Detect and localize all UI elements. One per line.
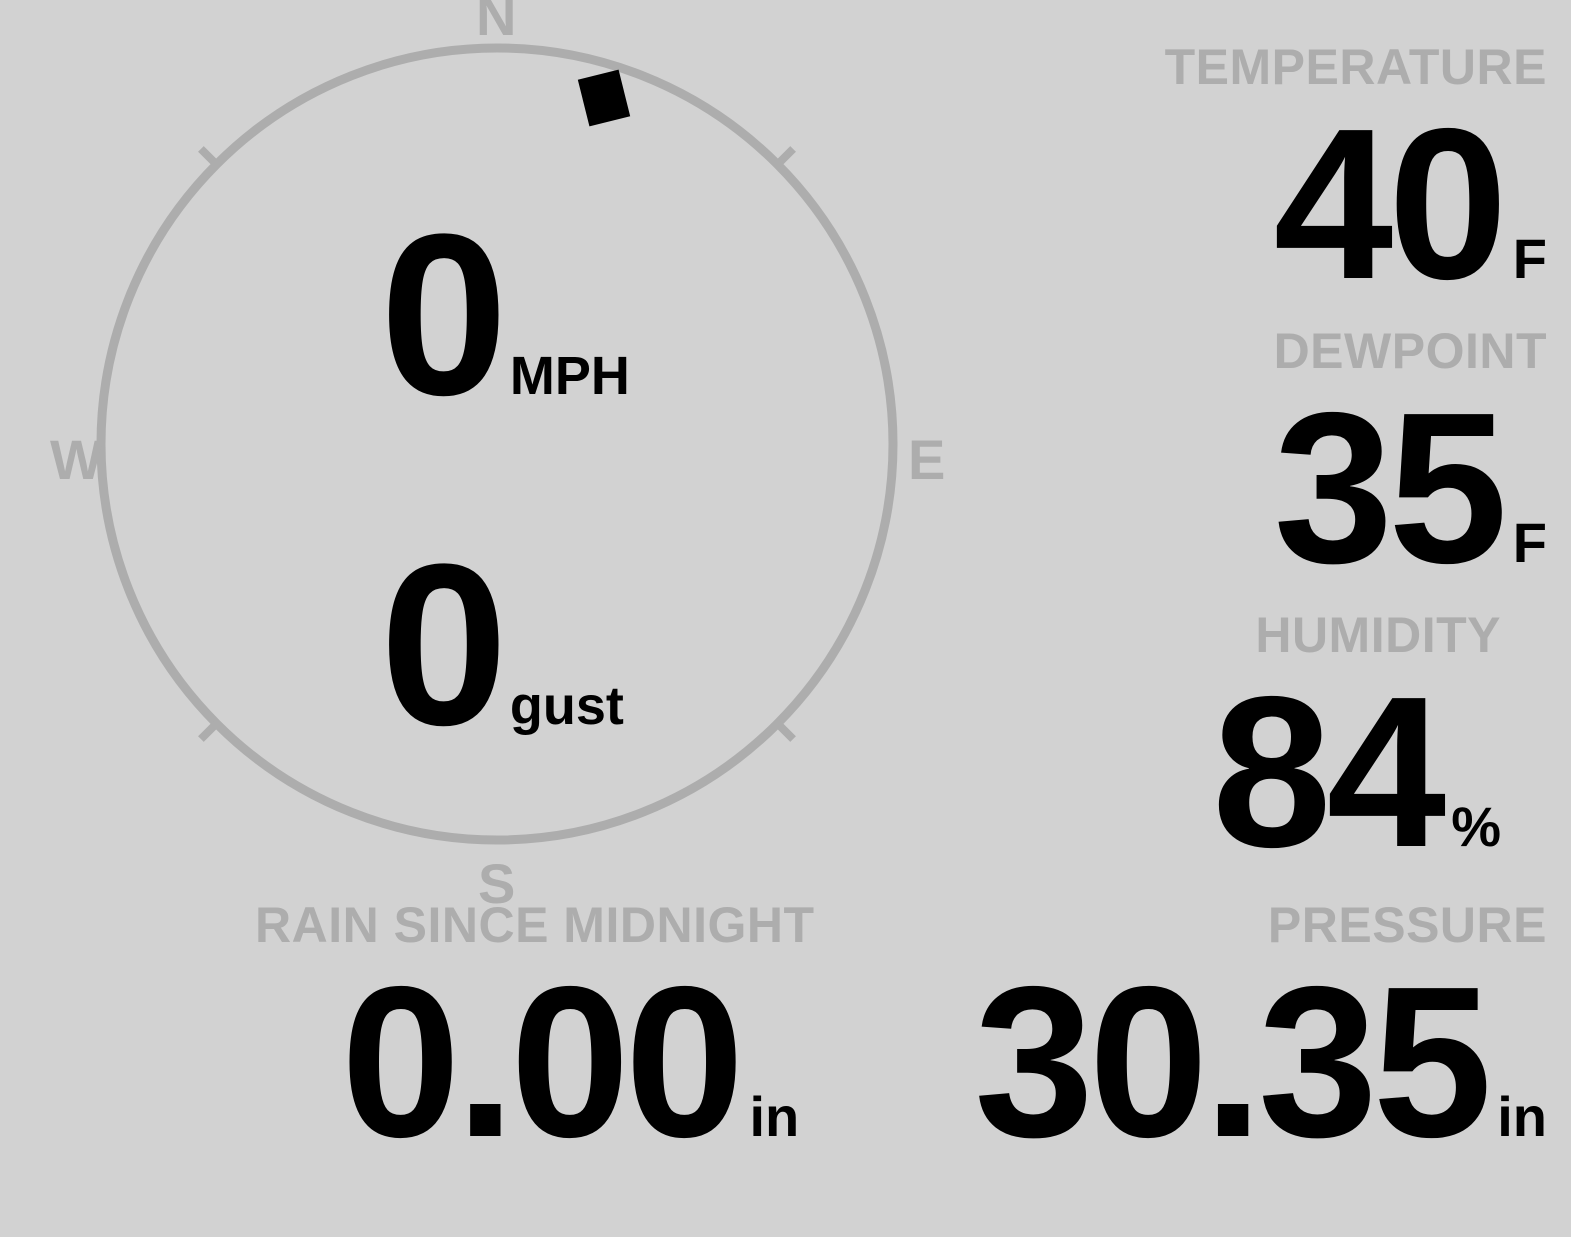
compass-tick-225-icon [198,721,219,742]
compass-label-north: N [476,0,517,47]
rain-metric: RAIN SINCE MIDNIGHT 0.00 in [255,900,815,1171]
humidity-value: 84 [1212,651,1446,892]
rain-label: RAIN SINCE MIDNIGHT [255,897,815,953]
wind-gust-value: 0 [380,516,508,773]
wind-speed-unit: MPH [509,346,630,406]
dewpoint-unit: F [1512,511,1547,574]
temperature-label: TEMPERATURE [1164,39,1547,95]
wind-speed-value: 0 [380,186,508,443]
dewpoint-label: DEWPOINT [1273,323,1547,379]
temperature-value-row: 40 F [1165,83,1547,324]
wind-direction-marker-icon [577,69,631,127]
rain-unit: in [749,1085,800,1148]
dewpoint-value-row: 35 F [1273,367,1547,608]
pressure-value-row: 30.35 in [974,941,1547,1182]
wind-gust-unit: gust [509,676,624,736]
humidity-label: HUMIDITY [1255,607,1501,663]
wind-speed-readout: 0 MPH [380,200,630,430]
pressure-value: 30.35 [974,941,1492,1182]
compass-tick-315-icon [198,146,219,167]
compass-tick-45-icon [775,146,796,167]
humidity-value-row: 84 % [1212,651,1501,892]
compass-tick-group [198,146,796,742]
compass-label-south: S [478,852,516,915]
wind-compass-dial: N E S W 0 MPH 0 gust [0,0,1000,912]
pressure-label: PRESSURE [1267,897,1547,953]
wind-gust-readout: 0 gust [380,530,624,760]
compass-tick-135-icon [775,721,796,742]
temperature-unit: F [1512,227,1547,290]
compass-label-east: E [908,428,946,491]
humidity-metric: HUMIDITY 84 % [1212,610,1501,881]
temperature-value: 40 [1273,83,1508,324]
rain-value-row: 0.00 in [255,941,815,1182]
compass-ring-circle [96,43,898,845]
compass-label-west: W [50,428,103,491]
rain-value: 0.00 [341,941,744,1182]
temperature-metric: TEMPERATURE 40 F [1165,42,1547,313]
dewpoint-metric: DEWPOINT 35 F [1274,326,1547,597]
pressure-metric: PRESSURE 30.35 in [974,900,1547,1171]
humidity-unit: % [1451,795,1501,858]
pressure-unit: in [1497,1085,1547,1148]
dewpoint-value: 35 [1273,367,1508,608]
compass-ring-graphic [96,43,898,845]
